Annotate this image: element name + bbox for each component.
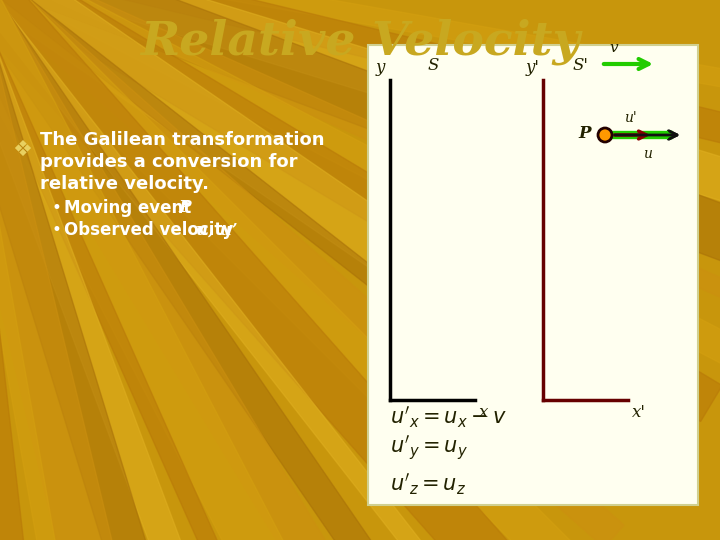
Text: S': S': [573, 57, 589, 74]
Text: provides a conversion for: provides a conversion for: [40, 153, 297, 171]
Polygon shape: [0, 0, 223, 540]
Text: Relative Velocity: Relative Velocity: [140, 19, 580, 65]
Text: u': u': [624, 111, 636, 125]
Polygon shape: [0, 0, 315, 540]
Text: $u'_z = u_z$: $u'_z = u_z$: [390, 471, 466, 497]
Polygon shape: [0, 0, 624, 540]
Polygon shape: [0, 0, 462, 540]
Text: y: y: [375, 59, 384, 76]
Text: $u'_y = u_y$: $u'_y = u_y$: [390, 434, 468, 462]
Polygon shape: [0, 0, 720, 369]
Polygon shape: [0, 0, 379, 540]
Text: v: v: [609, 41, 618, 55]
Polygon shape: [0, 0, 720, 223]
Polygon shape: [0, 0, 720, 280]
Text: Moving event: Moving event: [64, 199, 197, 217]
Text: S: S: [428, 57, 439, 74]
Text: •: •: [52, 199, 62, 217]
Text: u, u’: u, u’: [196, 221, 238, 239]
Polygon shape: [0, 0, 654, 501]
Text: P: P: [579, 125, 591, 143]
Polygon shape: [0, 0, 501, 540]
Text: x': x': [632, 404, 646, 421]
Text: x: x: [479, 404, 488, 421]
Polygon shape: [0, 0, 557, 540]
Text: y': y': [526, 59, 540, 76]
Polygon shape: [0, 0, 269, 540]
Text: •: •: [52, 221, 62, 239]
Polygon shape: [0, 0, 57, 540]
Text: relative velocity.: relative velocity.: [40, 175, 209, 193]
Text: The Galilean transformation: The Galilean transformation: [40, 131, 325, 149]
Text: ❖: ❖: [12, 140, 32, 160]
Polygon shape: [0, 0, 720, 105]
Polygon shape: [0, 0, 720, 165]
Text: Observed velocity: Observed velocity: [64, 221, 239, 239]
Text: $u'_x = u_x - v$: $u'_x = u_x - v$: [390, 404, 507, 430]
Polygon shape: [0, 0, 591, 540]
Polygon shape: [0, 0, 697, 472]
Polygon shape: [0, 0, 720, 314]
Bar: [368, 45, 698, 505]
Text: P: P: [178, 199, 191, 217]
Polygon shape: [0, 0, 720, 422]
Circle shape: [598, 128, 612, 142]
Polygon shape: [0, 0, 176, 540]
Polygon shape: [0, 0, 105, 540]
Text: u: u: [642, 147, 652, 161]
Polygon shape: [0, 0, 421, 540]
